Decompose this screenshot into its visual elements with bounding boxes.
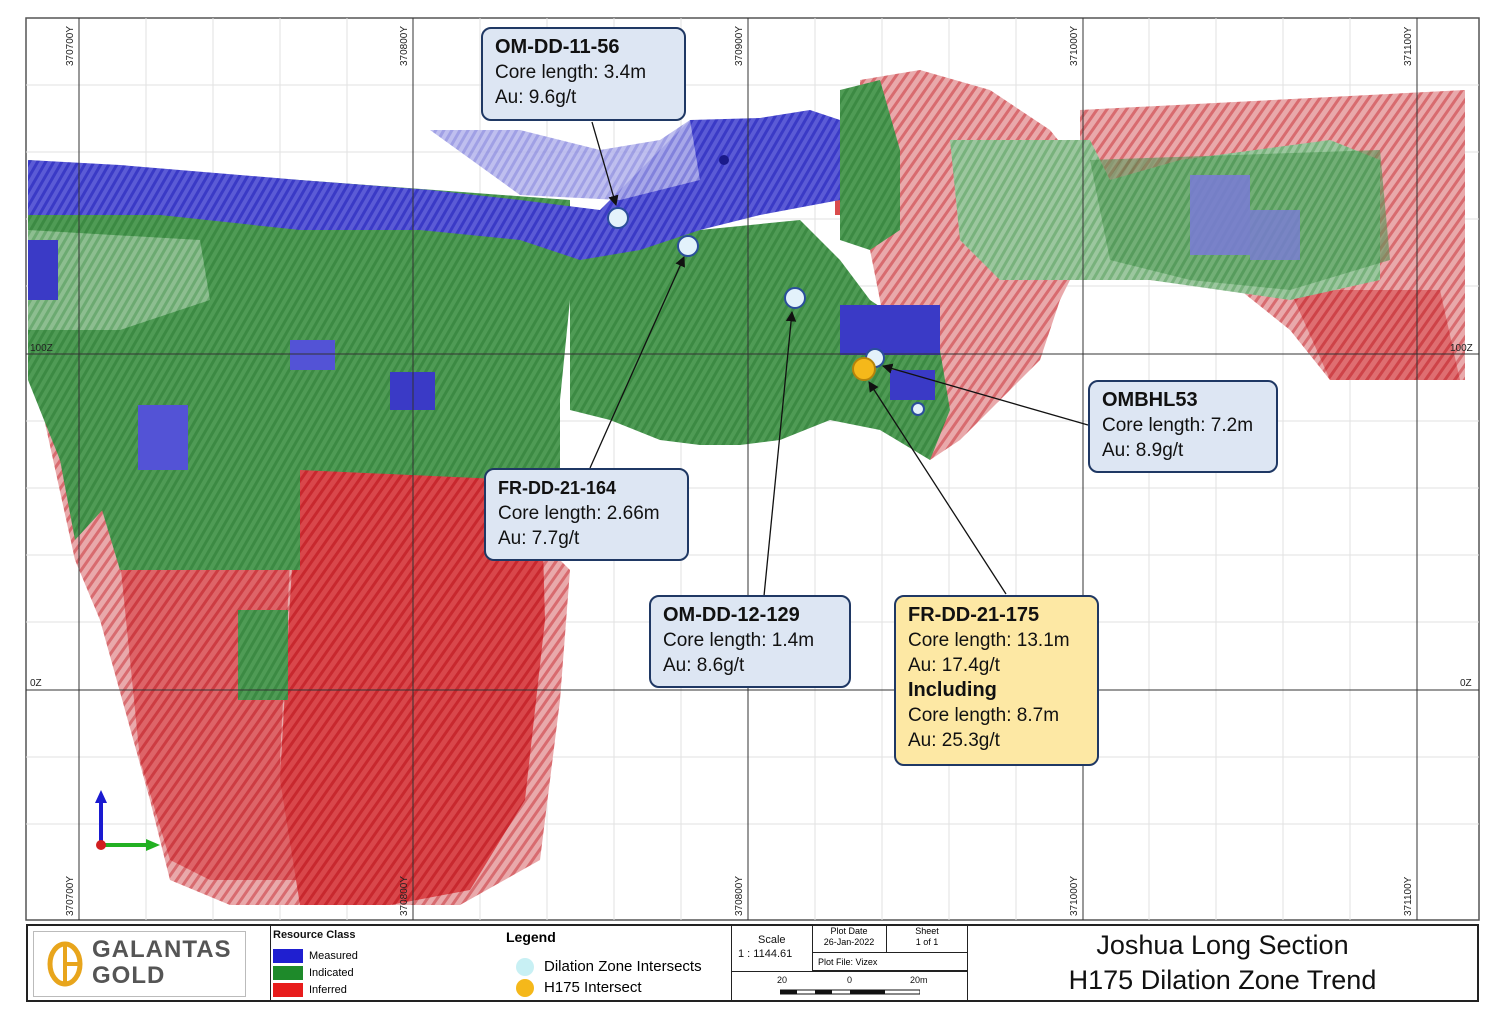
leader-fr-dd-21-164 — [589, 256, 685, 469]
map-title-cell: Joshua Long Section H175 Dilation Zone T… — [968, 926, 1477, 1000]
h175-legend-icon — [516, 979, 534, 998]
indicated-lower-block — [238, 610, 288, 700]
resource-class-cell: Resource Class Measured Indicated Inferr… — [270, 926, 498, 1000]
dilation-intersect-marker[interactable] — [607, 207, 629, 229]
measured-block-right-1 — [1190, 175, 1250, 255]
callout-title: OMBHL53 — [1102, 389, 1198, 411]
grid-top-label: 370800Y — [399, 26, 410, 66]
axis-triad-icon — [95, 790, 160, 851]
leader-ombhl53 — [882, 363, 1089, 426]
measured-block-1 — [290, 340, 335, 370]
callout-line: Au: 8.9g/t — [1102, 440, 1184, 461]
elev-label-right: 100Z — [1450, 343, 1473, 354]
callout-om-dd-11-56: OM-DD-11-56 Core length: 3.4m Au: 9.6g/t — [481, 27, 686, 121]
callout-title: OM-DD-11-56 — [495, 36, 620, 58]
measured-block-3 — [138, 405, 188, 470]
grid-top-label: 371000Y — [1069, 26, 1080, 66]
elev-label-right: 0Z — [1460, 678, 1472, 689]
measured-block-right-2 — [1250, 210, 1300, 260]
measured-block-4 — [840, 305, 940, 355]
callout-title: FR-DD-21-175 — [908, 604, 1040, 626]
callout-line: Core length: 8.7m — [908, 705, 1060, 726]
measured-upper-light — [430, 120, 700, 200]
indicated-swatch — [273, 966, 303, 980]
callout-line: Au: 8.6g/t — [663, 655, 745, 676]
callout-title: OM-DD-12-129 — [663, 604, 800, 626]
scale-label: Scale — [758, 934, 786, 946]
logo-text-gold: GOLD — [92, 962, 166, 989]
callout-line: Au: 9.6g/t — [495, 87, 577, 108]
leader-fr-dd-21-175 — [868, 381, 1007, 595]
grid-top-label: 370900Y — [734, 26, 745, 66]
scale-bar — [780, 989, 920, 995]
plot-date-label: Plot Date — [830, 926, 868, 936]
legend-h175: H175 Intersect — [516, 979, 642, 998]
sheet-value: 1 of 1 — [915, 937, 939, 947]
indicated-central — [570, 220, 950, 460]
callout-line: Au: 17.4g/t — [908, 655, 1000, 676]
resource-class-title: Resource Class — [273, 929, 356, 941]
callout-fr-dd-21-164: FR-DD-21-164 Core length: 2.66m Au: 7.7g… — [484, 468, 689, 561]
resource-class-measured: Measured — [273, 949, 358, 963]
dilation-intersect-marker[interactable] — [784, 287, 806, 309]
grid-top-label: 370700Y — [65, 26, 76, 66]
callout-line: Core length: 2.66m — [498, 503, 660, 524]
grid-bottom-label: 370800Y — [734, 876, 745, 916]
callout-fr-dd-21-175: FR-DD-21-175 Core length: 13.1m Au: 17.4… — [894, 595, 1099, 766]
elev-label-left: 0Z — [30, 678, 42, 689]
indicated-left-light — [28, 230, 210, 330]
scalebar-tick: 0 — [847, 975, 853, 985]
inferred-swatch — [273, 983, 303, 997]
legend-title: Legend — [506, 929, 556, 945]
leader-om-dd-11-56 — [591, 121, 619, 206]
scalebar-tick: 20 — [777, 975, 788, 985]
elev-label-left: 100Z — [30, 343, 53, 354]
callout-title: FR-DD-21-164 — [498, 478, 617, 498]
scale-value: 1 : 1144.61 — [738, 948, 793, 960]
grid-top-label: 371100Y — [1403, 26, 1414, 66]
legend-cell: Legend Dilation Zone Intersects H175 Int… — [498, 926, 732, 1000]
callout-subtitle: Including — [908, 679, 997, 701]
measured-swatch — [273, 949, 303, 963]
plot-date: 26-Jan-2022 — [823, 937, 875, 947]
callout-ombhl53: OMBHL53 Core length: 7.2m Au: 8.9g/t — [1088, 380, 1278, 473]
grid-bottom-label: 371000Y — [1069, 876, 1080, 916]
callout-line: Core length: 7.2m — [1102, 415, 1254, 436]
scalebar-tick: 20m — [910, 975, 928, 985]
measured-block-left — [28, 240, 58, 300]
plot-info-cell: Scale 1 : 1144.61 Plot Date 26-Jan-2022 … — [732, 926, 968, 1000]
callout-line: Au: 25.3g/t — [908, 730, 1000, 751]
indicated-central-upper — [840, 80, 900, 250]
resource-class-indicated: Indicated — [273, 966, 354, 980]
grid-bottom-label: 371100Y — [1403, 876, 1414, 916]
grid-bottom-label: 370700Y — [65, 876, 76, 916]
callout-line: Core length: 13.1m — [908, 630, 1070, 651]
dilation-intersect-marker[interactable] — [677, 235, 699, 257]
callout-om-dd-12-129: OM-DD-12-129 Core length: 1.4m Au: 8.6g/… — [649, 595, 851, 688]
logo-cell: GALANTAS GOLD — [28, 926, 246, 1000]
plot-file: Plot File: Vizex — [812, 953, 967, 971]
dilation-legend-icon — [516, 958, 534, 977]
sheet-label: Sheet — [915, 926, 939, 936]
callout-line: Au: 7.7g/t — [498, 528, 580, 549]
measured-upper-band — [28, 110, 840, 260]
dilation-intersect-marker[interactable] — [911, 402, 925, 416]
leader-om-dd-12-129 — [763, 310, 797, 597]
resource-class-inferred: Inferred — [273, 983, 347, 997]
map-title-line1: Joshua Long Section — [1096, 930, 1349, 960]
callout-line: Core length: 1.4m — [663, 630, 815, 651]
map-title-line2: H175 Dilation Zone Trend — [1068, 965, 1377, 995]
grid-bottom-label: 370800Y — [399, 876, 410, 916]
h175-intersect-marker[interactable] — [852, 357, 876, 381]
logo-text-galantas: GALANTAS — [92, 936, 232, 963]
drillhole-marker — [719, 155, 729, 165]
major-grid — [26, 18, 1479, 920]
indicated-lower-band — [90, 470, 300, 570]
galantas-logo-icon — [47, 941, 83, 987]
callout-line: Core length: 3.4m — [495, 62, 647, 83]
title-block: GALANTAS GOLD Resource Class Measured In… — [26, 924, 1479, 1002]
legend-dilation: Dilation Zone Intersects — [516, 958, 702, 977]
